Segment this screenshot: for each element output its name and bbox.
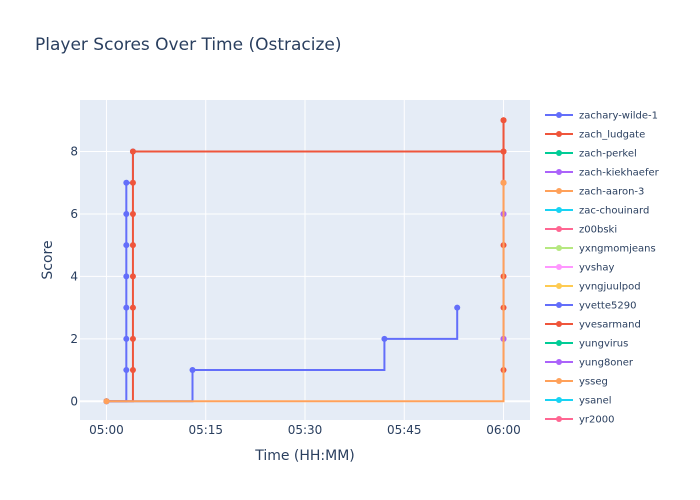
- y-tick-labels: 0 2 4 6 8: [70, 145, 78, 409]
- legend-item[interactable]: yvesarmand: [545, 320, 641, 331]
- x-tick-label: 06:00: [486, 423, 521, 437]
- data-point: [103, 398, 110, 405]
- legend-marker-swatch: [556, 188, 562, 194]
- legend-label: z00bski: [579, 225, 617, 236]
- legend-label: zachary-wilde-1: [579, 111, 658, 122]
- legend-label: zach-kiekhaefer: [579, 168, 660, 179]
- legend-marker-swatch: [556, 397, 562, 403]
- y-axis-title: Score: [40, 240, 56, 279]
- legend-marker-swatch: [556, 340, 562, 346]
- data-point: [500, 148, 507, 155]
- legend-label: zach-aaron-3: [579, 187, 644, 198]
- data-point: [129, 367, 136, 374]
- legend-label: zach_ludgate: [579, 130, 645, 141]
- data-point: [129, 210, 136, 217]
- legend-item[interactable]: zach-perkel: [545, 149, 637, 160]
- legend-label: zac-chouinard: [579, 206, 649, 217]
- data-point: [189, 367, 196, 374]
- legend-label: yvette5290: [579, 301, 636, 312]
- x-axis-title: Time (HH:MM): [254, 448, 355, 464]
- legend-marker-swatch: [556, 283, 562, 289]
- legend-label: ysseg: [579, 377, 608, 388]
- legend[interactable]: zachary-wilde-1 zach_ludgate zach-perkel za…: [545, 111, 660, 426]
- legend-item[interactable]: zach-kiekhaefer: [545, 168, 660, 179]
- data-point: [500, 117, 507, 124]
- legend-marker-swatch: [556, 416, 562, 422]
- legend-item[interactable]: yvette5290: [545, 301, 636, 312]
- legend-marker-swatch: [556, 264, 562, 270]
- legend-label: yxngmomjeans: [579, 244, 656, 255]
- data-point: [123, 242, 130, 249]
- data-point: [123, 367, 130, 374]
- legend-label: yung8oner: [579, 358, 634, 369]
- data-point: [123, 273, 130, 280]
- legend-item[interactable]: yxngmomjeans: [545, 244, 656, 255]
- data-point: [381, 335, 388, 342]
- legend-marker-swatch: [556, 112, 562, 118]
- y-tick-label: 6: [70, 207, 78, 221]
- series-line: [106, 120, 505, 403]
- series-line: [106, 182, 505, 403]
- legend-marker-swatch: [556, 321, 562, 327]
- legend-item[interactable]: zach-aaron-3: [545, 187, 644, 198]
- legend-marker-swatch: [556, 302, 562, 308]
- legend-item[interactable]: zach_ludgate: [545, 130, 645, 141]
- data-point: [129, 242, 136, 249]
- legend-label: yvngjuulpod: [579, 282, 641, 293]
- legend-marker-swatch: [556, 378, 562, 384]
- data-point: [129, 179, 136, 186]
- y-tick-label: 0: [70, 394, 78, 408]
- series-zach-aaron-3: [103, 179, 507, 405]
- x-tick-labels: 05:00 05:15 05:30 05:45 06:00: [89, 423, 521, 437]
- legend-item[interactable]: yr2000: [545, 415, 614, 426]
- legend-item[interactable]: ysanel: [545, 396, 612, 407]
- y-tick-label: 4: [70, 269, 78, 283]
- data-point: [123, 179, 130, 186]
- x-tick-label: 05:45: [387, 423, 422, 437]
- legend-marker-swatch: [556, 226, 562, 232]
- data-point: [129, 273, 136, 280]
- legend-label: yungvirus: [579, 339, 628, 350]
- legend-label: zach-perkel: [579, 149, 637, 160]
- legend-marker-swatch: [556, 131, 562, 137]
- data-point: [123, 210, 130, 217]
- y-tick-label: 2: [70, 332, 78, 346]
- legend-marker-swatch: [556, 169, 562, 175]
- series-layer: [103, 117, 507, 405]
- legend-item[interactable]: yvngjuulpod: [545, 282, 641, 293]
- legend-label: yvshay: [579, 263, 615, 274]
- legend-item[interactable]: ysseg: [545, 377, 608, 388]
- data-point: [123, 335, 130, 342]
- legend-item[interactable]: zachary-wilde-1: [545, 111, 658, 122]
- x-tick-label: 05:30: [288, 423, 323, 437]
- legend-marker-swatch: [556, 207, 562, 213]
- data-point: [129, 148, 136, 155]
- legend-marker-swatch: [556, 245, 562, 251]
- data-point: [123, 304, 130, 311]
- data-point: [500, 179, 507, 186]
- x-tick-label: 05:00: [89, 423, 124, 437]
- legend-marker-swatch: [556, 150, 562, 156]
- legend-item[interactable]: yung8oner: [545, 358, 634, 369]
- legend-item[interactable]: zac-chouinard: [545, 206, 649, 217]
- y-tick-label: 8: [70, 145, 78, 159]
- legend-label: yvesarmand: [579, 320, 641, 331]
- x-tick-label: 05:15: [188, 423, 223, 437]
- legend-marker-swatch: [556, 359, 562, 365]
- data-point: [129, 304, 136, 311]
- legend-label: ysanel: [579, 396, 612, 407]
- legend-item[interactable]: yungvirus: [545, 339, 628, 350]
- legend-item[interactable]: z00bski: [545, 225, 617, 236]
- data-point: [454, 304, 461, 311]
- chart-title: Player Scores Over Time (Ostracize): [35, 35, 342, 55]
- legend-item[interactable]: yvshay: [545, 263, 615, 274]
- data-point: [129, 335, 136, 342]
- legend-label: yr2000: [579, 415, 614, 426]
